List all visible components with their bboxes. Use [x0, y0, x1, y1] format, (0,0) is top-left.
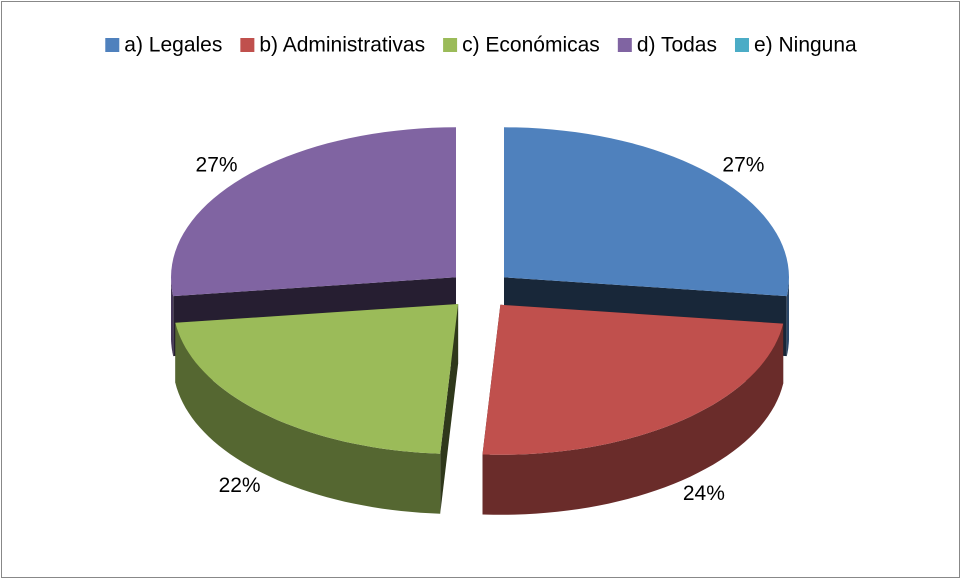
- legend: a) Legales b) Administrativas c) Económica…: [105, 34, 857, 57]
- data-label: 22%: [219, 474, 261, 497]
- legend-swatch: [617, 38, 632, 52]
- slice-top: [171, 127, 456, 297]
- slice-top: [175, 303, 459, 454]
- slice-wall: [482, 323, 784, 515]
- legend-label: d) Todas: [637, 34, 717, 57]
- legend-label: c) Económicas: [462, 34, 600, 57]
- legend-swatch: [734, 38, 749, 52]
- legend-label: e) Ninguna: [754, 34, 857, 57]
- pie-slice: [482, 304, 784, 515]
- data-label: 27%: [196, 154, 238, 177]
- legend-swatch: [240, 38, 255, 52]
- slice-top: [504, 127, 789, 297]
- legend-swatch: [105, 38, 120, 52]
- pie-slice: [175, 303, 459, 514]
- legend-label: a) Legales: [124, 34, 222, 57]
- slice-wall: [171, 277, 174, 357]
- data-label: 27%: [722, 154, 764, 177]
- legend-label: b) Administrativas: [259, 34, 425, 57]
- slice-wall: [175, 322, 441, 514]
- legend-swatch: [443, 38, 458, 52]
- slice-wall: [786, 277, 789, 357]
- data-label: 24%: [683, 482, 725, 505]
- slice-top: [482, 304, 784, 455]
